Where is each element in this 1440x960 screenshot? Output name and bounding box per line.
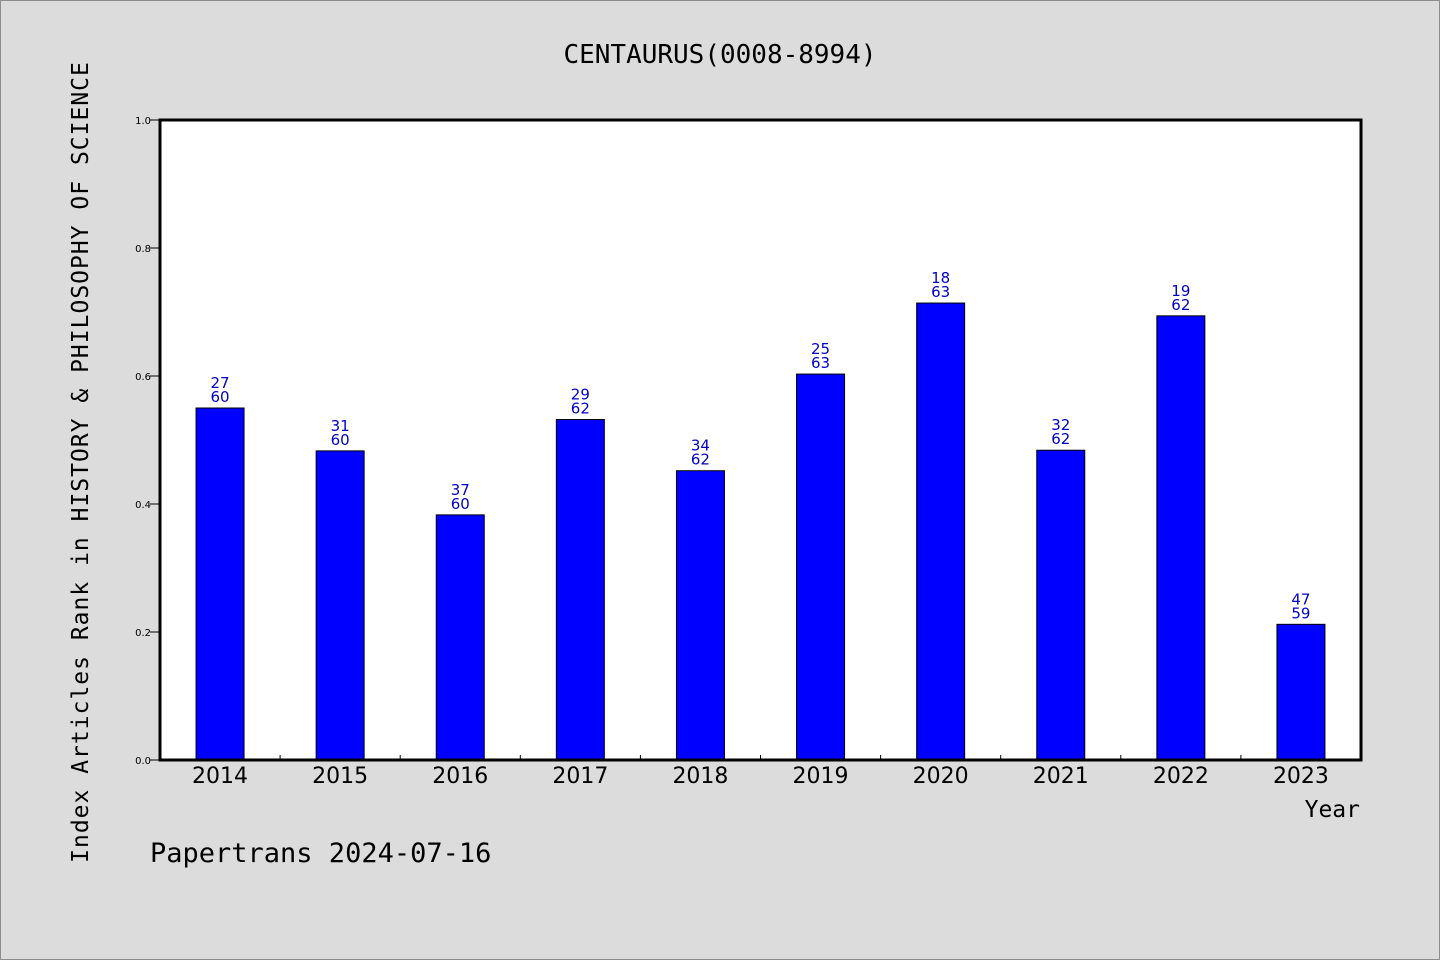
y-tick-label: 0.2 [135, 628, 151, 639]
y-tick-label: 0.0 [135, 756, 151, 767]
bar-total-label: 60 [331, 431, 350, 449]
bar-rank-label: 27 [211, 374, 230, 392]
bar-2018 [675, 470, 725, 761]
y-axis-label: Index Articles Rank in HISTORY & PHILOSO… [68, 61, 94, 863]
x-tick-label: 2019 [793, 764, 849, 789]
bar-2022 [1156, 315, 1206, 761]
bar-2023 [1276, 623, 1326, 761]
bar-2017 [555, 419, 605, 761]
bar-total-label: 63 [811, 354, 830, 372]
credit-line: Papertrans 2024-07-16 [150, 838, 491, 869]
y-tick-label: 1.0 [135, 116, 151, 127]
x-tick-label: 2016 [432, 764, 488, 789]
bar-total-label: 62 [1171, 296, 1190, 314]
x-tick-label: 2020 [913, 764, 969, 789]
x-tick-label: 2017 [552, 764, 608, 789]
bar-total-label: 62 [571, 400, 590, 418]
bar-total-label: 63 [931, 283, 950, 301]
bar-total-label: 59 [1291, 604, 1310, 622]
plot-border [158, 118, 1363, 762]
y-tick-label: 0.6 [135, 372, 151, 383]
bar-rank-label: 29 [571, 386, 590, 404]
x-axis-label: Year [1305, 797, 1360, 823]
y-tick-label: 0.8 [135, 244, 151, 255]
y-axis: 0.0 0.2 0.4 0.6 0.8 1.0 [135, 116, 160, 767]
bars-group [195, 302, 1326, 761]
x-axis: 2014 2015 2016 2017 2018 2019 2020 2021 2022 2023 [192, 755, 1329, 789]
bar-2019 [796, 373, 846, 761]
y-tick-label: 0.4 [135, 500, 151, 511]
bar-rank-label: 25 [811, 340, 830, 358]
bar-2015 [315, 450, 365, 761]
bar-2020 [916, 302, 966, 761]
x-tick-label: 2023 [1273, 764, 1329, 789]
chart-title: CENTAURUS(0008-8994) [563, 40, 876, 70]
x-tick-label: 2015 [312, 764, 368, 789]
x-tick-label: 2021 [1033, 764, 1089, 789]
bar-2014 [195, 407, 245, 761]
bar-total-label: 60 [211, 388, 230, 406]
bar-rank-label: 19 [1171, 282, 1190, 300]
bar-2016 [435, 514, 485, 761]
bar-total-label: 62 [691, 451, 710, 469]
bar-total-label: 60 [451, 495, 470, 513]
x-tick-label: 2018 [672, 764, 728, 789]
bar-total-label: 62 [1051, 430, 1070, 448]
x-tick-label: 2014 [192, 764, 248, 789]
bar-rank-label: 18 [931, 269, 950, 287]
bar-rank-label: 32 [1051, 416, 1070, 434]
bar-rank-label: 47 [1291, 590, 1310, 608]
x-tick-label: 2022 [1153, 764, 1209, 789]
bar-rank-label: 31 [331, 417, 350, 435]
bar-2021 [1036, 449, 1086, 761]
bar-rank-label: 37 [451, 481, 470, 499]
bar-rank-label: 34 [691, 437, 710, 455]
